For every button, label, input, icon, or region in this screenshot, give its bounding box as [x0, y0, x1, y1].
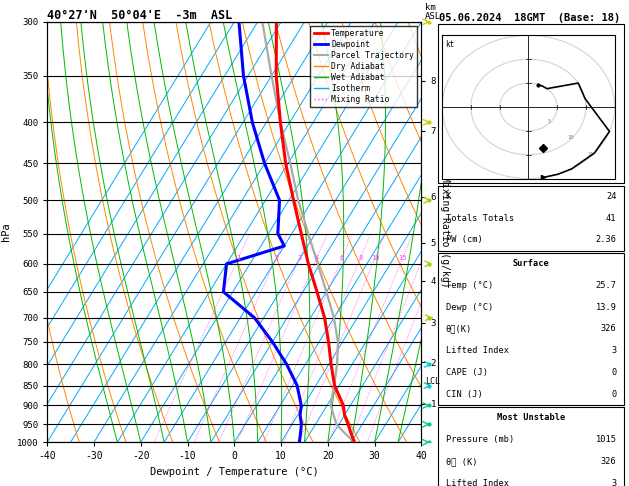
Text: 15: 15: [398, 255, 407, 261]
Text: θᴇ (K): θᴇ (K): [446, 457, 477, 466]
Text: Lifted Index: Lifted Index: [446, 479, 509, 486]
Text: 1015: 1015: [596, 435, 616, 444]
Text: LCL: LCL: [426, 377, 440, 386]
Text: Most Unstable: Most Unstable: [497, 414, 565, 422]
Text: 10: 10: [567, 136, 574, 140]
Text: Surface: Surface: [513, 260, 550, 268]
Text: Temp (°C): Temp (°C): [446, 281, 493, 290]
Text: 326: 326: [601, 457, 616, 466]
Text: 3: 3: [611, 346, 616, 355]
Text: Lifted Index: Lifted Index: [446, 346, 509, 355]
Bar: [438, 407, 624, 486]
Text: 3: 3: [298, 255, 302, 261]
Text: CAPE (J): CAPE (J): [446, 368, 488, 377]
Y-axis label: Mixing Ratio (g/kg): Mixing Ratio (g/kg): [440, 176, 450, 288]
Legend: Temperature, Dewpoint, Parcel Trajectory, Dry Adiabat, Wet Adiabat, Isotherm, Mi: Temperature, Dewpoint, Parcel Trajectory…: [310, 26, 418, 107]
Text: 41: 41: [606, 214, 616, 223]
Text: 1: 1: [237, 255, 240, 261]
Y-axis label: hPa: hPa: [1, 223, 11, 242]
Text: kt: kt: [445, 40, 455, 49]
Text: 8: 8: [358, 255, 362, 261]
Text: 05.06.2024  18GMT  (Base: 18): 05.06.2024 18GMT (Base: 18): [439, 13, 620, 23]
Text: 15: 15: [587, 152, 594, 156]
Text: 2: 2: [274, 255, 278, 261]
Text: K: K: [446, 192, 451, 201]
Text: 10: 10: [370, 255, 379, 261]
Bar: [438, 253, 624, 405]
Text: 0: 0: [611, 389, 616, 399]
Text: 25.7: 25.7: [596, 281, 616, 290]
Text: θᴇ(K): θᴇ(K): [446, 325, 472, 333]
Text: 24: 24: [606, 192, 616, 201]
Text: 4: 4: [314, 255, 319, 261]
Text: 5: 5: [548, 119, 551, 124]
Text: 6: 6: [340, 255, 344, 261]
Text: 0: 0: [611, 368, 616, 377]
Text: PW (cm): PW (cm): [446, 235, 482, 244]
Text: Totals Totals: Totals Totals: [446, 214, 514, 223]
Text: 3: 3: [611, 479, 616, 486]
Bar: [438, 186, 624, 251]
Text: Pressure (mb): Pressure (mb): [446, 435, 514, 444]
Text: 2.36: 2.36: [596, 235, 616, 244]
Text: 326: 326: [601, 325, 616, 333]
Text: Dewp (°C): Dewp (°C): [446, 303, 493, 312]
Text: CIN (J): CIN (J): [446, 389, 482, 399]
X-axis label: Dewpoint / Temperature (°C): Dewpoint / Temperature (°C): [150, 467, 319, 477]
Text: 40°27'N  50°04'E  -3m  ASL: 40°27'N 50°04'E -3m ASL: [47, 9, 233, 22]
Text: 13.9: 13.9: [596, 303, 616, 312]
Bar: [438, 24, 624, 183]
Text: km
ASL: km ASL: [425, 3, 442, 21]
